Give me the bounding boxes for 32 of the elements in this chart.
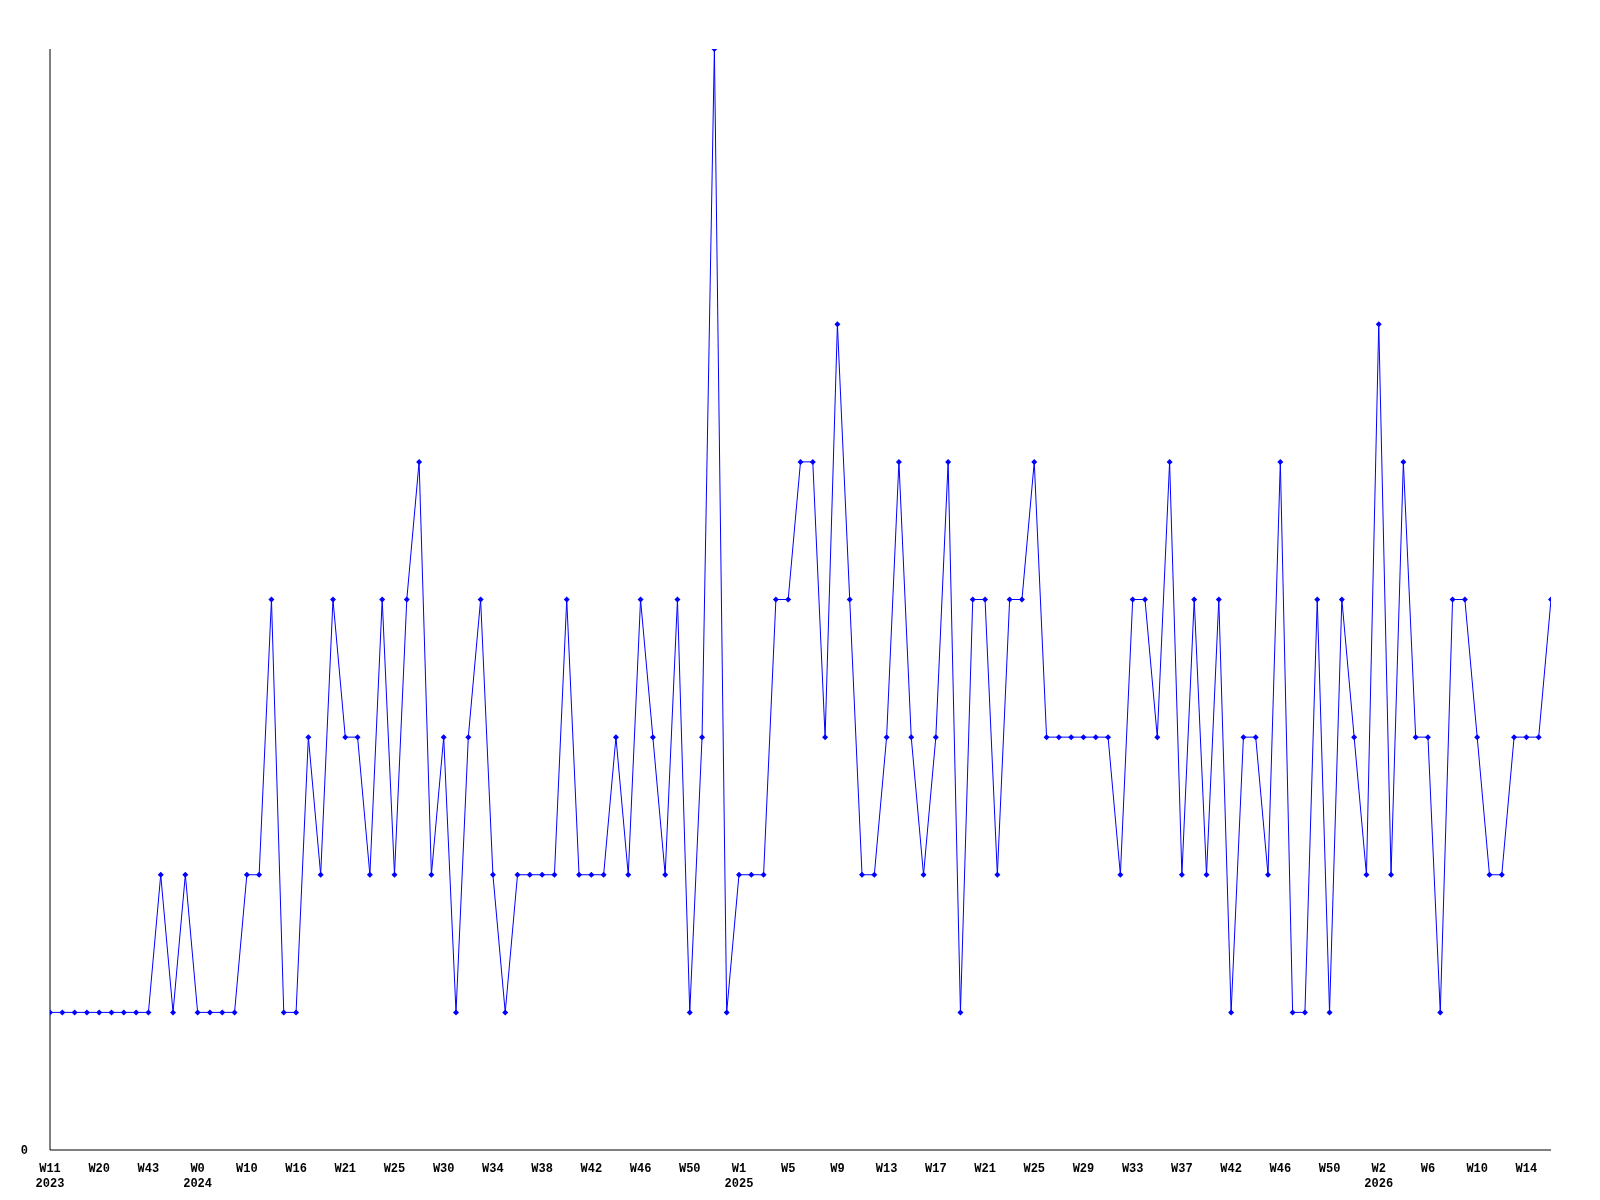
x-tick-label: W34: [482, 1162, 504, 1176]
x-tick-label: W46: [1269, 1162, 1292, 1176]
x-tick-label: W10: [1466, 1162, 1488, 1176]
x-tick-label: W10: [236, 1162, 258, 1176]
x-tick-label: W1 2025: [724, 1162, 754, 1191]
x-tick-label: W5: [780, 1162, 796, 1176]
x-tick-label: W0 2024: [183, 1162, 213, 1191]
x-tick-label: W46: [629, 1162, 652, 1176]
x-tick-label: W16: [285, 1162, 307, 1176]
x-tick-label: W21: [334, 1162, 357, 1176]
x-tick-label: W42: [1220, 1162, 1242, 1176]
x-tick-label: W25: [383, 1162, 406, 1176]
x-tick-label: W17: [925, 1162, 947, 1176]
x-tick-label: W13: [875, 1162, 898, 1176]
x-tick-label: W37: [1171, 1162, 1193, 1176]
x-tick-label: W21: [974, 1162, 996, 1176]
x-tick-label: W2 2026: [1364, 1162, 1394, 1191]
x-tick-label: W25: [1023, 1162, 1046, 1176]
x-tick-label: W50: [678, 1162, 701, 1176]
x-tick-label: W9: [830, 1162, 845, 1176]
x-tick-label: W33: [1121, 1162, 1144, 1176]
x-tick-label: W20: [88, 1162, 111, 1176]
text: 0: [20, 1144, 28, 1159]
x-tick-label: W29: [1072, 1162, 1095, 1176]
x-tick-label: W43: [137, 1162, 160, 1176]
x-tick-label: W42: [580, 1162, 603, 1176]
x-tick-label: W14: [1515, 1162, 1538, 1176]
x-tick-label: W11 2023: [35, 1162, 65, 1191]
x-tick-label: W50: [1318, 1162, 1341, 1176]
x-tick-label: W30: [432, 1162, 455, 1176]
x-tick-label: W6: [1420, 1162, 1436, 1176]
x-tick-label: W38: [531, 1162, 553, 1176]
